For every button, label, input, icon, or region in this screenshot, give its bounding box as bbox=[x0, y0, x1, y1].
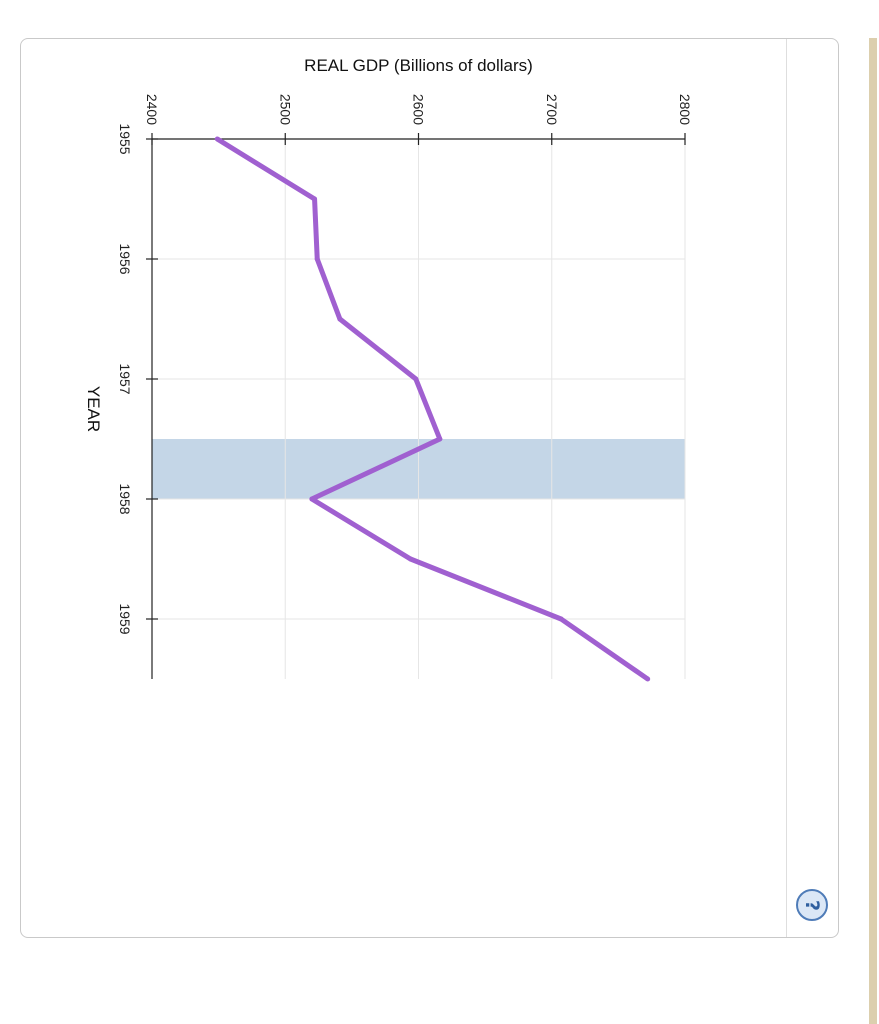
gdp-tick-label: 2600 bbox=[411, 94, 427, 125]
year-tick-label: 1957 bbox=[117, 363, 133, 394]
gdp-data-point bbox=[214, 136, 220, 142]
gdp-data-point bbox=[309, 496, 315, 502]
gdp-data-point bbox=[413, 376, 419, 382]
gdp-tick-label: 2800 bbox=[677, 94, 693, 125]
panel-divider bbox=[786, 39, 787, 937]
gdp-tick-label: 2700 bbox=[544, 94, 560, 125]
gdp-data-point bbox=[312, 196, 318, 202]
gdp-data-point bbox=[337, 316, 343, 322]
side-scroll-strip bbox=[869, 38, 877, 1024]
gdp-tick-label: 2500 bbox=[277, 94, 293, 125]
gdp-axis-title: REAL GDP (Billions of dollars) bbox=[304, 56, 533, 75]
gdp-data-point bbox=[558, 616, 564, 622]
gdp-data-point bbox=[408, 556, 414, 562]
gdp-data-point bbox=[437, 436, 443, 442]
gdp-data-point bbox=[645, 676, 651, 682]
year-tick-label: 1959 bbox=[117, 603, 133, 634]
gdp-data-point bbox=[314, 256, 320, 262]
gdp-series-line bbox=[215, 136, 650, 682]
help-button[interactable]: ? bbox=[796, 889, 828, 921]
gdp-tick-label: 2400 bbox=[144, 94, 160, 125]
year-tick-label: 1955 bbox=[117, 123, 133, 154]
year-tick-label: 1956 bbox=[117, 243, 133, 274]
year-tick-label: 1958 bbox=[117, 483, 133, 514]
year-axis-title: YEAR bbox=[84, 386, 103, 432]
